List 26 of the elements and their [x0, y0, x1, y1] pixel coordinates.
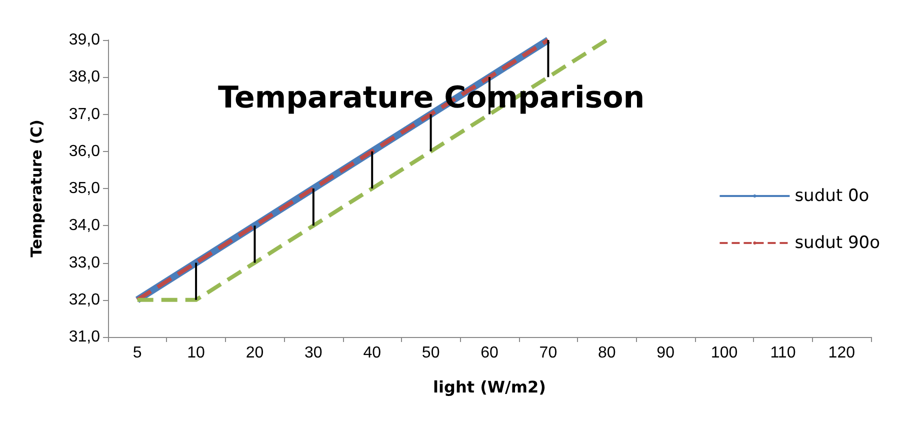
- x-tick-label: 60: [480, 344, 498, 362]
- y-tick-label: 35,0: [68, 180, 100, 197]
- x-tick-label: 100: [710, 344, 738, 362]
- x-tick-label: 80: [598, 344, 616, 362]
- x-tick-label: 50: [422, 344, 440, 362]
- x-tick-label: 110: [770, 344, 796, 362]
- legend-label: sudut 0o: [794, 186, 870, 206]
- x-tick-label: 40: [363, 344, 382, 362]
- x-axis-title: light (W/m2): [433, 378, 546, 396]
- x-tick-label: 90: [656, 344, 675, 362]
- y-tick-label: 36,0: [68, 142, 100, 160]
- y-tick-label: 32,0: [68, 291, 100, 308]
- y-tick-label: 34,0: [68, 217, 100, 234]
- y-tick-label: 31,0: [68, 328, 100, 346]
- x-tick-label: 120: [828, 344, 856, 362]
- x-tick-label: 30: [304, 344, 322, 362]
- x-tick-label: 70: [539, 344, 558, 362]
- x-tick-label: 20: [246, 344, 264, 362]
- y-tick-label: 37,0: [68, 106, 100, 123]
- y-tick-label: 38,0: [68, 68, 100, 86]
- y-tick-label: 39,0: [68, 32, 100, 48]
- y-tick-label: 33,0: [68, 254, 100, 272]
- y-axis-title: Temperature (C): [28, 120, 46, 258]
- x-tick-label: 10: [187, 344, 206, 362]
- legend-label: sudut 90o: [794, 233, 880, 253]
- x-tick-label: 5: [132, 344, 142, 362]
